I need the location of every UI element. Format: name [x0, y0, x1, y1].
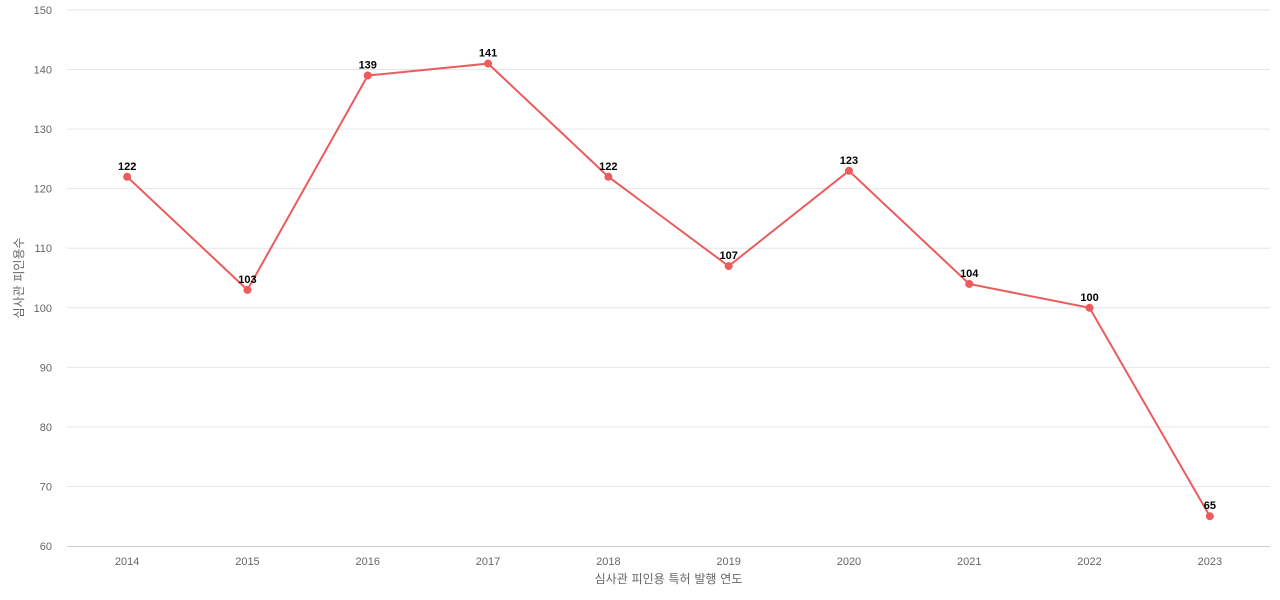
- data-point: [844, 166, 853, 175]
- data-label: 104: [960, 268, 979, 280]
- x-axis-title: 심사관 피인용 특허 발행 연도: [595, 571, 743, 586]
- x-tick-label: 2014: [115, 556, 139, 568]
- y-tick-label: 60: [40, 541, 52, 553]
- data-point: [484, 59, 493, 68]
- data-point: [123, 172, 132, 181]
- y-tick-label: 110: [34, 243, 52, 255]
- y-tick-label: 130: [34, 124, 52, 136]
- series-line: [126, 62, 1211, 517]
- x-tick-label: 2015: [235, 556, 259, 568]
- x-tick-label: 2019: [716, 556, 740, 568]
- data-point: [1205, 512, 1214, 521]
- data-label: 122: [599, 161, 617, 173]
- data-label: 123: [840, 155, 858, 167]
- y-tick-label: 70: [40, 481, 52, 493]
- data-labels: 122 103 139 141 122 107 123 104 100 65: [118, 48, 1216, 513]
- y-tick-label: 140: [34, 65, 52, 77]
- grid-lines: [67, 9, 1270, 487]
- data-label: 100: [1080, 292, 1098, 304]
- data-points: [123, 59, 1214, 521]
- x-tick-label: 2021: [957, 556, 981, 568]
- y-axis-title: 심사관 피인용수: [12, 237, 26, 318]
- data-point: [604, 172, 613, 181]
- x-tick-label: 2017: [476, 556, 500, 568]
- data-point: [724, 262, 733, 271]
- data-point: [363, 71, 372, 80]
- y-tick-label: 150: [34, 5, 52, 17]
- data-label: 103: [238, 274, 256, 286]
- y-tick-label: 80: [40, 422, 52, 434]
- x-tick-label: 2016: [356, 556, 380, 568]
- data-label: 139: [359, 60, 377, 72]
- x-tick-label: 2018: [596, 556, 620, 568]
- data-label: 141: [479, 48, 497, 60]
- x-tick-label: 2022: [1077, 556, 1101, 568]
- y-tick-label: 90: [40, 362, 52, 374]
- data-point: [243, 285, 252, 294]
- y-tick-label: 100: [34, 303, 52, 315]
- data-point: [965, 279, 974, 288]
- x-tick-label: 2020: [837, 556, 861, 568]
- data-label: 122: [118, 161, 136, 173]
- x-tick-label: 2023: [1198, 556, 1222, 568]
- data-point: [1085, 303, 1094, 312]
- y-axis-ticks: 60 70 80 90 100 110 120 130 140 150: [34, 5, 52, 553]
- x-axis-ticks: 2014 2015 2016 2017 2018 2019 2020 2021 2022 2023: [115, 556, 1222, 568]
- data-label: 107: [719, 250, 737, 262]
- y-tick-label: 120: [34, 184, 52, 196]
- data-label: 65: [1204, 500, 1216, 512]
